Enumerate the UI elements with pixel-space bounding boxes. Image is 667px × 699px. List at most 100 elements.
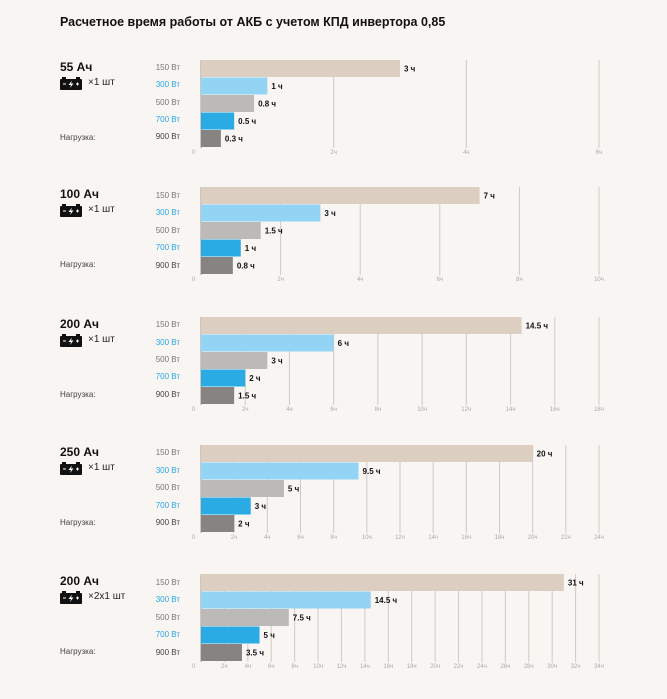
tick-label: 14ч bbox=[506, 407, 516, 413]
tick-label: 10ч bbox=[362, 535, 372, 541]
bar-300w bbox=[201, 591, 371, 609]
tick-label: 8ч bbox=[375, 407, 381, 413]
tick-label: 10ч bbox=[594, 277, 604, 283]
battery-capacity: 250 Ач bbox=[60, 445, 99, 459]
battery-quantity: ×1 шт bbox=[88, 77, 115, 88]
value-label: 31 ч bbox=[568, 579, 584, 588]
value-label: 3 ч bbox=[404, 65, 416, 74]
load-label: Нагрузка: bbox=[60, 647, 96, 656]
value-label: 2 ч bbox=[238, 520, 250, 529]
bar-150w bbox=[201, 574, 564, 591]
tick-label: 2ч bbox=[277, 277, 283, 283]
row-label-700w: 700 Вт bbox=[155, 243, 180, 252]
bar-700w bbox=[201, 112, 235, 130]
value-label: 3 ч bbox=[271, 357, 283, 366]
row-label-500w: 500 Вт bbox=[155, 226, 180, 235]
bar-chart: 14.5 ч 6 ч 3 ч 2 ч 1.5 ч 0 2ч 4ч 6ч 8ч 10ч 12ч 14ч 16… bbox=[192, 317, 604, 413]
battery-icon bbox=[60, 204, 84, 217]
battery-quantity: ×2х1 шт bbox=[88, 591, 126, 602]
value-label: 5 ч bbox=[264, 631, 276, 640]
tick-label: 24ч bbox=[477, 664, 487, 670]
load-label: Нагрузка: bbox=[60, 133, 96, 142]
tick-label: 28ч bbox=[524, 664, 534, 670]
tick-label: 6ч bbox=[297, 535, 303, 541]
row-label-700w: 700 Вт bbox=[155, 501, 180, 510]
chart-block-100ah: 100 Ач ×1 шт Нагрузка: 150 Вт 300 Вт 500… bbox=[0, 187, 667, 312]
row-label-300w: 300 Вт bbox=[155, 595, 180, 604]
row-label-500w: 500 Вт bbox=[155, 613, 180, 622]
bar-chart: 20 ч 9.5 ч 5 ч 3 ч 2 ч 0 2ч 4ч 6ч 8ч 10ч 12ч 14ч 16ч 1… bbox=[192, 445, 604, 541]
bar-150w bbox=[201, 187, 480, 204]
bar-chart: 3 ч 1 ч 0.8 ч0.5 ч 0.3 ч 0 2ч 4ч 6ч bbox=[192, 60, 602, 156]
row-label-900w: 900 Вт bbox=[155, 261, 180, 270]
tick-label: 22ч bbox=[561, 535, 571, 541]
battery-capacity: 55 Ач bbox=[60, 60, 93, 74]
value-label: 3 ч bbox=[324, 209, 336, 218]
row-label-500w: 500 Вт bbox=[155, 483, 180, 492]
row-label-900w: 900 Вт bbox=[155, 390, 180, 399]
battery-icon bbox=[60, 77, 84, 90]
chart-block-200ah: 200 Ач ×1 шт Нагрузка: 150 Вт 300 Вт 500… bbox=[0, 317, 667, 442]
value-label: 14.5 ч bbox=[526, 322, 549, 331]
tick-label: 0 bbox=[192, 407, 196, 413]
row-label-150w: 150 Вт bbox=[155, 578, 180, 587]
row-label-150w: 150 Вт bbox=[155, 63, 180, 72]
value-label: 20 ч bbox=[537, 450, 553, 459]
row-label-150w: 150 Вт bbox=[155, 191, 180, 200]
bar-500w bbox=[201, 95, 255, 112]
battery-capacity: 200 Ач bbox=[60, 574, 99, 588]
battery-quantity: ×1 шт bbox=[88, 204, 115, 215]
bar-chart: 7 ч 3 ч 1.5 ч 1 ч 0.8 ч 0 2ч 4ч 6ч 8ч 10ч bbox=[192, 187, 604, 283]
bar-900w bbox=[201, 644, 242, 661]
tick-label: 32ч bbox=[571, 664, 581, 670]
value-label: 0.8 ч bbox=[237, 262, 255, 271]
battery-icon bbox=[60, 334, 84, 347]
tick-label: 26ч bbox=[500, 664, 510, 670]
tick-label: 18ч bbox=[594, 407, 604, 413]
tick-label: 16ч bbox=[461, 535, 471, 541]
battery-quantity: ×1 шт bbox=[88, 334, 115, 345]
value-label: 0.8 ч bbox=[258, 100, 276, 109]
tick-label: 16ч bbox=[550, 407, 560, 413]
tick-label: 34ч bbox=[594, 664, 604, 670]
battery-capacity: 200 Ач bbox=[60, 317, 99, 331]
row-label-300w: 300 Вт bbox=[155, 80, 180, 89]
value-label: 9.5 ч bbox=[363, 467, 381, 476]
battery-quantity: ×1 шт bbox=[88, 462, 115, 473]
value-label: 3.5 ч bbox=[246, 649, 264, 658]
value-label: 5 ч bbox=[288, 485, 300, 494]
page-title: Расчетное время работы от АКБ с учетом К… bbox=[60, 15, 446, 29]
battery-capacity: 100 Ач bbox=[60, 187, 99, 201]
tick-label: 4ч bbox=[357, 277, 363, 283]
tick-label: 4ч bbox=[245, 664, 251, 670]
tick-label: 0 bbox=[192, 535, 196, 541]
bar-500w bbox=[201, 609, 289, 626]
tick-label: 18ч bbox=[407, 664, 417, 670]
tick-label: 12ч bbox=[395, 535, 405, 541]
row-label-300w: 300 Вт bbox=[155, 208, 180, 217]
tick-label: 4ч bbox=[264, 535, 270, 541]
row-label-500w: 500 Вт bbox=[155, 355, 180, 364]
row-label-900w: 900 Вт bbox=[155, 132, 180, 141]
bar-300w bbox=[201, 77, 268, 95]
row-label-700w: 700 Вт bbox=[155, 115, 180, 124]
load-label: Нагрузка: bbox=[60, 260, 96, 269]
bar-300w bbox=[201, 462, 359, 480]
bar-900w bbox=[201, 387, 235, 404]
tick-label: 10ч bbox=[417, 407, 427, 413]
tick-label: 6ч bbox=[437, 277, 443, 283]
row-label-150w: 150 Вт bbox=[155, 448, 180, 457]
bar-500w bbox=[201, 352, 268, 369]
row-label-900w: 900 Вт bbox=[155, 518, 180, 527]
value-label: 7.5 ч bbox=[293, 614, 311, 623]
bar-700w bbox=[201, 497, 251, 515]
tick-label: 2ч bbox=[330, 150, 336, 156]
bar-300w bbox=[201, 204, 321, 222]
tick-label: 12ч bbox=[461, 407, 471, 413]
bar-500w bbox=[201, 222, 261, 239]
tick-label: 8ч bbox=[330, 535, 336, 541]
tick-label: 2ч bbox=[231, 535, 237, 541]
tick-label: 8ч bbox=[516, 277, 522, 283]
value-label: 2 ч bbox=[249, 374, 261, 383]
tick-label: 18ч bbox=[495, 535, 505, 541]
